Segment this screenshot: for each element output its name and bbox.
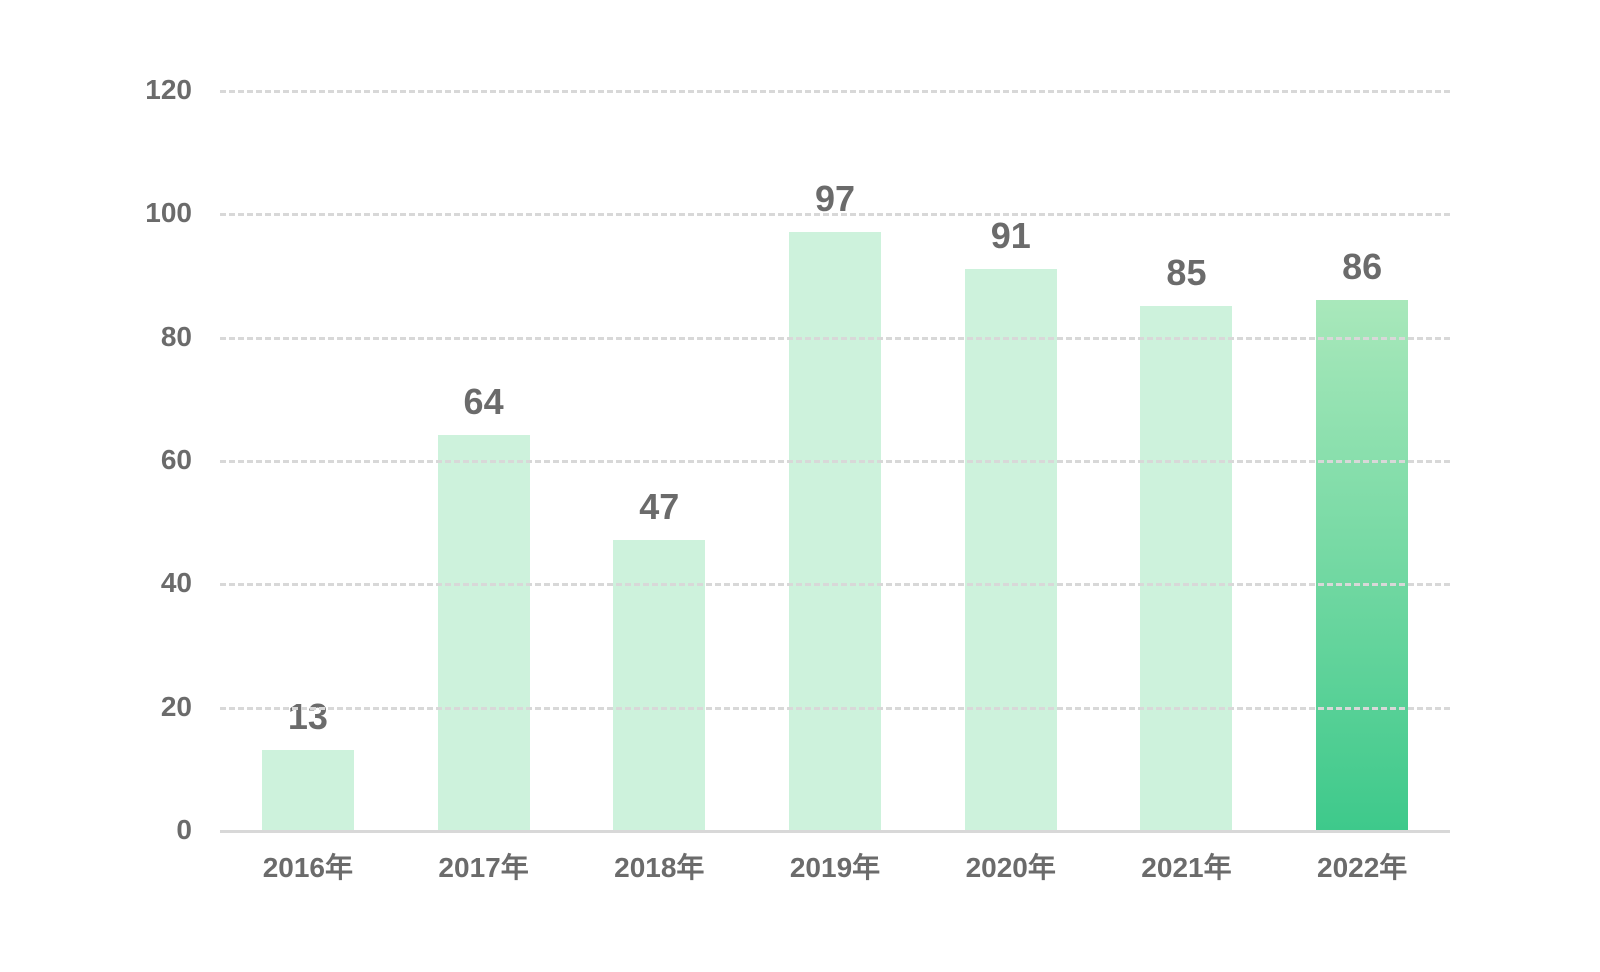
- bar-value-label: 91: [991, 215, 1031, 257]
- bar-chart: 13644797918586 020406080100120 2016年2017…: [140, 90, 1460, 880]
- plot-area: 13644797918586 020406080100120: [220, 90, 1450, 830]
- y-tick-label: 80: [161, 321, 192, 353]
- bar-value-label: 85: [1166, 252, 1206, 294]
- gridline: [220, 337, 1450, 340]
- bar-highlight: 86: [1316, 300, 1408, 830]
- y-tick-label: 120: [145, 74, 192, 106]
- x-tick-label: 2020年: [923, 830, 1099, 886]
- gridline: [220, 460, 1450, 463]
- bar-value-label: 86: [1342, 246, 1382, 288]
- y-tick-label: 60: [161, 444, 192, 476]
- bar-value-label: 47: [639, 486, 679, 528]
- y-tick-label: 100: [145, 197, 192, 229]
- y-tick-label: 20: [161, 691, 192, 723]
- bar: 85: [1140, 306, 1232, 830]
- x-axis: 2016年2017年2018年2019年2020年2021年2022年: [220, 830, 1450, 886]
- gridline: [220, 583, 1450, 586]
- x-tick-label: 2017年: [396, 830, 572, 886]
- gridline: [220, 213, 1450, 216]
- x-tick-label: 2016年: [220, 830, 396, 886]
- bar-value-label: 13: [288, 696, 328, 738]
- bar: 64: [438, 435, 530, 830]
- bar-value-label: 64: [464, 381, 504, 423]
- gridline: [220, 707, 1450, 710]
- x-tick-label: 2022年: [1274, 830, 1450, 886]
- bar: 97: [789, 232, 881, 830]
- x-tick-label: 2018年: [571, 830, 747, 886]
- y-tick-label: 40: [161, 567, 192, 599]
- x-tick-label: 2019年: [747, 830, 923, 886]
- bar: 13: [262, 750, 354, 830]
- gridline: [220, 90, 1450, 93]
- x-tick-label: 2021年: [1099, 830, 1275, 886]
- y-tick-label: 0: [176, 814, 192, 846]
- bar: 91: [965, 269, 1057, 830]
